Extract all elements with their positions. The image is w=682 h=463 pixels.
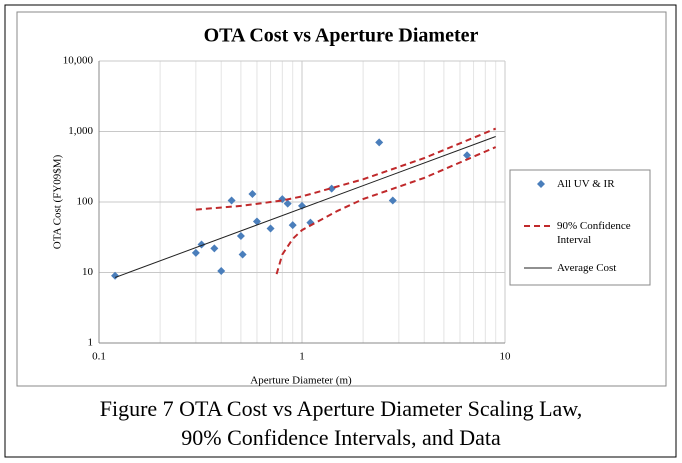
point: [227, 196, 236, 205]
point: [388, 196, 397, 205]
x-tick-label: 0.1: [92, 351, 106, 363]
point: [463, 151, 472, 160]
chart-title: OTA Cost vs Aperture Diameter: [204, 25, 479, 47]
y-tick-label: 10: [82, 266, 94, 278]
point: [288, 221, 297, 230]
x-tick-label: 10: [500, 351, 512, 363]
point: [252, 217, 261, 226]
point: [375, 138, 384, 147]
caption-line: Figure 7 OTA Cost vs Aperture Diameter S…: [100, 396, 583, 421]
point: [111, 271, 120, 280]
point: [217, 267, 226, 276]
legend-label: All UV & IR: [557, 178, 615, 190]
legend-label: 90% Confidence Interval: [557, 220, 631, 246]
point: [210, 244, 219, 253]
point: [266, 224, 275, 233]
figure-border: [4, 4, 677, 458]
point: [236, 231, 245, 240]
y-tick-label: 100: [77, 196, 94, 208]
point: [191, 248, 200, 257]
point: [238, 250, 247, 259]
point: [283, 199, 292, 208]
point: [248, 189, 257, 198]
legend-label: Average Cost: [557, 262, 617, 274]
y-tick-label: 10,000: [63, 55, 94, 67]
caption-line: 90% Confidence Intervals, and Data: [181, 425, 501, 450]
line: [195, 127, 497, 211]
legend-box: [509, 169, 651, 286]
x-axis-label: Aperture Diameter (m): [250, 375, 352, 387]
y-tick-label: 1,000: [68, 125, 93, 137]
chart-border: [16, 11, 667, 387]
line: [275, 146, 497, 275]
line: [114, 136, 496, 278]
legend-marker: [537, 180, 545, 188]
y-axis-label: OTA Cost (FY09$M): [52, 154, 64, 249]
x-tick-label: 1: [299, 351, 305, 363]
y-tick-label: 1: [88, 337, 94, 349]
